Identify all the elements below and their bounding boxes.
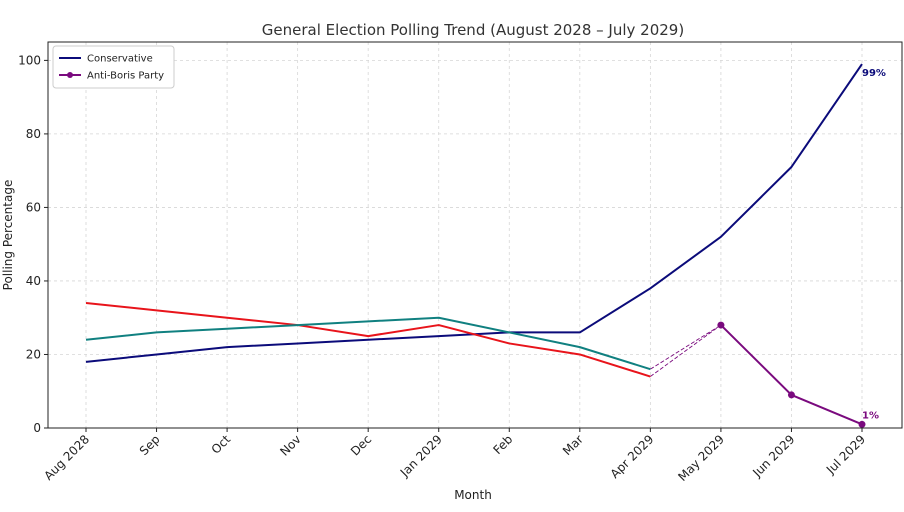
- legend-label: Anti-Boris Party: [87, 71, 164, 82]
- plot-frame: [47, 41, 903, 429]
- x-tick-label: Jun 2029: [749, 432, 797, 480]
- dashed-connector: [650, 324, 722, 370]
- x-tick-label: Nov: [277, 432, 303, 458]
- data-point: [787, 391, 795, 399]
- y-axis-ticks: 0 20 40 60 80 100: [18, 53, 48, 435]
- y-tick-label: 80: [26, 127, 41, 141]
- chart-title: General Election Polling Trend (August 2…: [262, 21, 684, 39]
- connectors: [650, 324, 722, 377]
- x-tick-label: Jul 2029: [823, 432, 868, 477]
- legend-marker: [67, 72, 73, 78]
- dashed-connector: [650, 324, 722, 377]
- data-point: [858, 420, 866, 428]
- x-tick-label: Sep: [137, 432, 163, 458]
- y-tick-label: 60: [26, 200, 41, 214]
- y-tick-label: 100: [18, 53, 41, 67]
- y-tick-label: 20: [26, 347, 41, 361]
- end-value-label: 1%: [862, 410, 879, 421]
- y-axis-title: Polling Percentage: [1, 180, 15, 291]
- x-tick-label: Apr 2029: [608, 432, 657, 481]
- y-tick-label: 40: [26, 274, 41, 288]
- series-line-1: [85, 302, 651, 378]
- end-labels: 99% 1%: [862, 68, 886, 421]
- x-tick-label: May 2029: [675, 432, 727, 484]
- series-line-2: [85, 316, 651, 371]
- series-lines: [85, 63, 866, 428]
- x-tick-label: Dec: [348, 432, 374, 458]
- y-tick-label: 0: [33, 421, 41, 435]
- legend-box: [52, 45, 175, 89]
- x-tick-label: Aug 2028: [41, 432, 92, 483]
- axes: [47, 41, 903, 429]
- x-tick-label: Mar: [560, 432, 586, 458]
- grid: [48, 42, 902, 429]
- x-axis-ticks: Aug 2028 Sep Oct Nov Dec Jan 2029 Feb Mar Apr 20…: [41, 428, 868, 484]
- x-tick-label: Oct: [209, 432, 234, 457]
- data-point: [717, 321, 725, 329]
- x-tick-label: Jan 2029: [397, 432, 445, 480]
- series-line-0: [85, 63, 863, 363]
- x-axis-title: Month: [454, 488, 492, 502]
- x-tick-label: Feb: [490, 432, 515, 457]
- legend: Conservative Anti-Boris Party: [52, 45, 175, 89]
- end-value-label: 99%: [862, 68, 886, 79]
- legend-label: Conservative: [87, 54, 153, 65]
